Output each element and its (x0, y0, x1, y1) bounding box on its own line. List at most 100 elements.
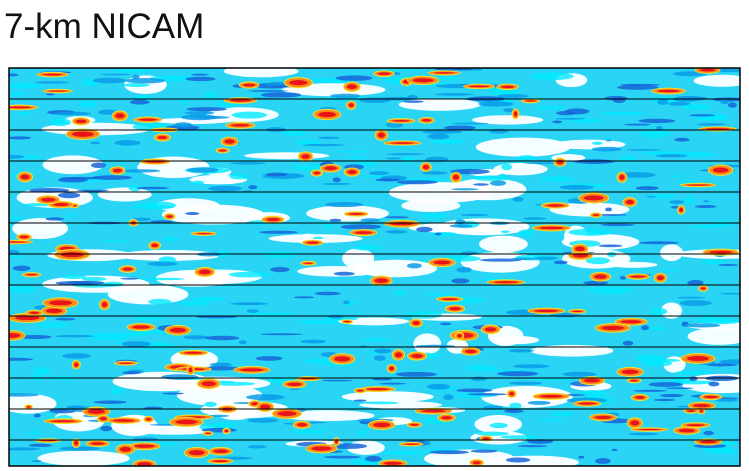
heavy-rain-core (411, 354, 423, 358)
heavy-rain-core (509, 392, 514, 396)
heavy-rain-core (6, 106, 31, 108)
moderate-rain (509, 382, 542, 385)
moderate-rain (185, 212, 199, 215)
moderate-rain (689, 114, 715, 116)
heavy-rain-core (224, 139, 234, 143)
heavy-rain-core (390, 142, 414, 144)
moderate-rain (206, 336, 239, 341)
moderate-rain (122, 341, 151, 347)
moderate-rain (654, 399, 676, 401)
moderate-rain (620, 84, 660, 86)
heavy-rain-core (457, 334, 462, 337)
moderate-rain (325, 202, 364, 207)
moderate-rain (497, 371, 538, 376)
heavy-rain-core (375, 278, 389, 283)
heavy-rain-core (311, 446, 331, 450)
moderate-rain (46, 93, 55, 95)
moderate-rain (322, 380, 353, 382)
clear-patch (98, 187, 152, 201)
clear-patch (476, 138, 571, 157)
light-rain (203, 92, 217, 99)
heavy-rain-core (243, 84, 255, 87)
moderate-rain (660, 394, 684, 397)
heavy-rain-core (687, 410, 696, 412)
heavy-rain-core (146, 418, 152, 421)
moderate-rain (396, 372, 437, 377)
heavy-rain-core (46, 309, 62, 314)
moderate-rain (638, 119, 675, 123)
moderate-rain (187, 167, 219, 172)
moderate-rain (341, 224, 382, 229)
moderate-rain (13, 266, 31, 271)
heavy-rain-core (240, 368, 264, 371)
moderate-rain (261, 333, 303, 335)
light-rain (192, 181, 204, 185)
moderate-rain (665, 387, 694, 389)
heavy-rain-core (74, 441, 78, 445)
heavy-rain-core (287, 383, 302, 386)
heavy-rain-core (76, 120, 87, 124)
moderate-rain (372, 378, 391, 380)
moderate-rain (369, 171, 389, 175)
heavy-rain-core (72, 131, 94, 136)
moderate-rain (646, 196, 656, 198)
moderate-rain (101, 74, 130, 76)
moderate-rain (455, 219, 465, 224)
light-rain (395, 290, 407, 295)
moderate-rain (91, 175, 132, 180)
heavy-rain-core (53, 203, 69, 206)
moderate-rain (703, 431, 714, 435)
heavy-rain-core (584, 379, 600, 383)
moderate-rain (443, 394, 453, 399)
moderate-rain (489, 129, 508, 134)
moderate-rain (294, 296, 314, 298)
heavy-rain-core (304, 262, 313, 263)
moderate-rain (60, 446, 100, 451)
heavy-rain-core (51, 420, 76, 422)
light-rain (230, 174, 250, 180)
light-rain (517, 155, 536, 161)
light-rain (79, 101, 97, 108)
heavy-rain-core (314, 172, 321, 175)
moderate-rain (386, 157, 401, 159)
moderate-rain (248, 90, 288, 92)
moderate-rain (497, 94, 529, 98)
heavy-rain-core (384, 462, 402, 465)
heavy-rain-core (199, 270, 211, 275)
heavy-rain-core (572, 311, 582, 313)
moderate-rain (239, 340, 247, 344)
moderate-rain (440, 323, 451, 326)
moderate-rain (657, 99, 668, 105)
heavy-rain-core (594, 275, 607, 279)
heavy-rain-core (514, 111, 517, 116)
heavy-rain-core (151, 244, 158, 248)
light-rain (568, 229, 613, 236)
light-rain (65, 215, 76, 218)
heavy-rain-core (266, 218, 280, 221)
heavy-rain-core (546, 204, 564, 206)
heavy-rain-core (158, 136, 168, 139)
heavy-rain-core (123, 267, 133, 270)
moderate-rain (374, 348, 391, 353)
clear-patch (38, 451, 130, 466)
moderate-rain (185, 111, 215, 114)
moderate-rain (354, 399, 367, 401)
moderate-rain (444, 125, 476, 130)
heavy-rain-core (306, 242, 319, 244)
light-rain (490, 423, 508, 428)
heavy-rain-core (465, 350, 477, 354)
moderate-rain (605, 96, 628, 101)
heavy-rain-core (395, 352, 402, 357)
moderate-rain (385, 216, 409, 218)
heavy-rain-core (534, 310, 558, 312)
light-rain (534, 106, 566, 110)
heavy-rain-core (115, 113, 124, 118)
moderate-rain (555, 118, 585, 120)
light-rain (650, 308, 667, 315)
heavy-rain-core (205, 433, 210, 434)
heavy-rain-core (230, 99, 251, 101)
heavy-rain-core (213, 449, 228, 453)
heavy-rain-core (584, 195, 604, 200)
light-rain (580, 390, 606, 396)
light-rain (473, 175, 510, 181)
